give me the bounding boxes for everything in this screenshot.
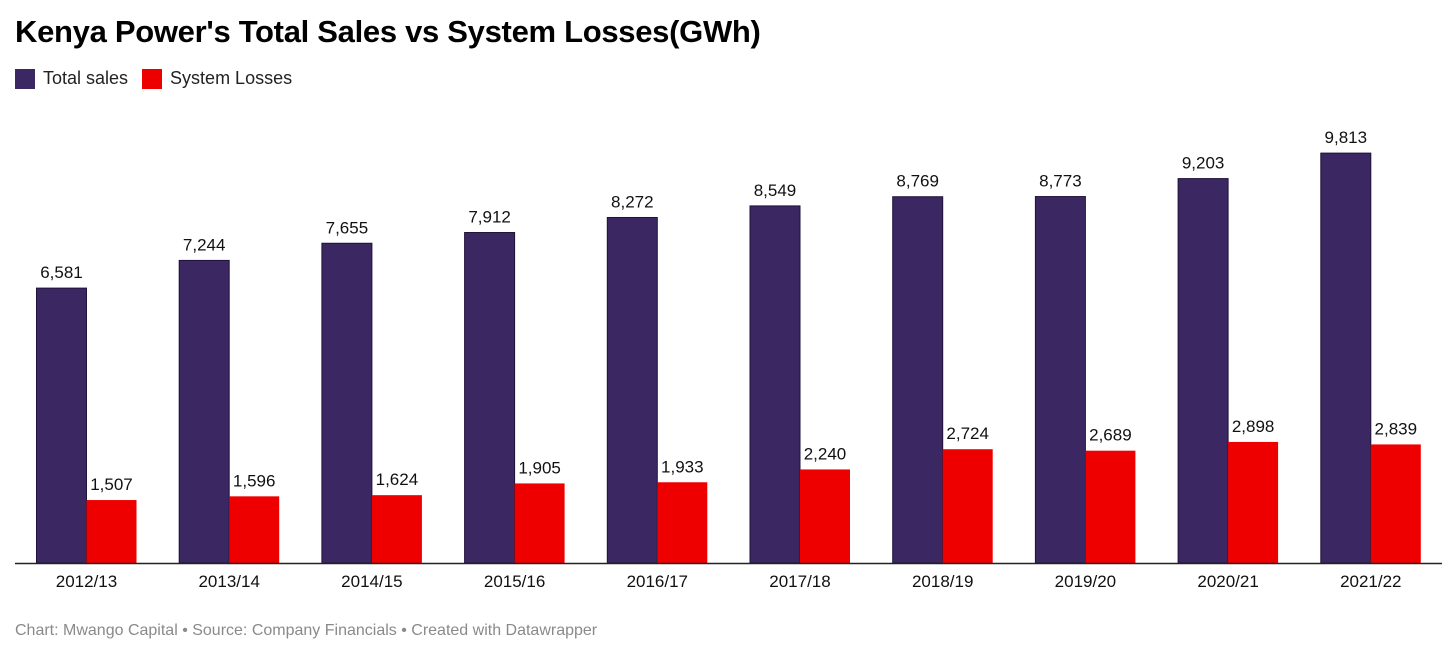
bar-system-losses xyxy=(1228,441,1279,563)
bar-chart: 6,581 1,507 2012/13 7,244 1,596 2013/14 7,655 1… xyxy=(15,128,1442,591)
x-tick-label: 2012/13 xyxy=(56,572,117,591)
legend-swatch-total-sales xyxy=(15,68,35,89)
bar-total-sales xyxy=(1320,152,1372,564)
bar-total-sales xyxy=(749,205,801,564)
bar-system-losses xyxy=(657,482,708,563)
value-label-total-sales: 8,773 xyxy=(1039,172,1082,191)
value-label-system-losses: 1,507 xyxy=(90,475,133,494)
x-tick-label: 2016/17 xyxy=(627,572,688,591)
value-label-system-losses: 1,905 xyxy=(518,458,561,477)
value-label-total-sales: 8,272 xyxy=(611,192,654,211)
value-label-total-sales: 7,244 xyxy=(183,235,226,254)
bar-system-losses xyxy=(514,483,565,563)
x-tick-label: 2017/18 xyxy=(769,572,830,591)
value-label-total-sales: 6,581 xyxy=(40,263,83,282)
x-tick-label: 2013/14 xyxy=(198,572,259,591)
value-label-system-losses: 1,624 xyxy=(376,470,419,489)
bar-total-sales xyxy=(321,242,373,564)
bar-total-sales xyxy=(36,287,87,564)
value-label-system-losses: 1,596 xyxy=(233,471,276,490)
legend-swatch-system-losses xyxy=(142,68,163,89)
bar-total-sales xyxy=(178,259,230,564)
value-label-total-sales: 7,655 xyxy=(326,218,369,237)
x-tick-label: 2020/21 xyxy=(1197,572,1258,591)
bar-system-losses xyxy=(1085,450,1136,563)
bar-system-losses xyxy=(942,449,993,563)
bar-total-sales xyxy=(892,196,944,564)
value-label-total-sales: 7,912 xyxy=(468,208,511,227)
legend-item-system-losses: System Losses xyxy=(142,68,292,89)
value-label-total-sales: 8,549 xyxy=(754,181,797,200)
legend-label-system-losses: System Losses xyxy=(170,68,293,88)
chart-title: Kenya Power's Total Sales vs System Loss… xyxy=(15,14,761,49)
x-tick-label: 2015/16 xyxy=(484,572,545,591)
bar-system-losses xyxy=(229,496,280,563)
bar-system-losses xyxy=(1370,444,1421,563)
legend-label-total-sales: Total sales xyxy=(43,68,129,88)
bar-total-sales xyxy=(606,216,658,564)
value-label-system-losses: 1,933 xyxy=(661,457,704,476)
value-label-system-losses: 2,240 xyxy=(804,444,847,463)
value-label-total-sales: 9,203 xyxy=(1182,154,1225,173)
bar-total-sales xyxy=(464,232,516,564)
chart-legend: Total sales System Losses xyxy=(15,68,306,89)
bar-system-losses xyxy=(371,495,422,563)
x-tick-label: 2014/15 xyxy=(341,572,402,591)
legend-item-total-sales: Total sales xyxy=(15,68,128,89)
bar-total-sales xyxy=(1034,196,1086,564)
x-tick-label: 2019/20 xyxy=(1055,572,1116,591)
bar-system-losses xyxy=(800,469,850,563)
bar-system-losses xyxy=(86,500,137,563)
value-label-system-losses: 2,839 xyxy=(1375,419,1418,438)
chart-footer: Chart: Mwango Capital • Source: Company … xyxy=(15,622,598,639)
x-tick-label: 2021/22 xyxy=(1340,572,1401,591)
x-tick-label: 2018/19 xyxy=(912,572,973,591)
value-label-system-losses: 2,898 xyxy=(1232,417,1275,436)
bar-total-sales xyxy=(1177,178,1229,564)
value-label-system-losses: 2,689 xyxy=(1089,426,1132,445)
value-label-total-sales: 9,813 xyxy=(1325,128,1368,147)
value-label-total-sales: 8,769 xyxy=(896,172,939,191)
value-label-system-losses: 2,724 xyxy=(946,424,989,443)
